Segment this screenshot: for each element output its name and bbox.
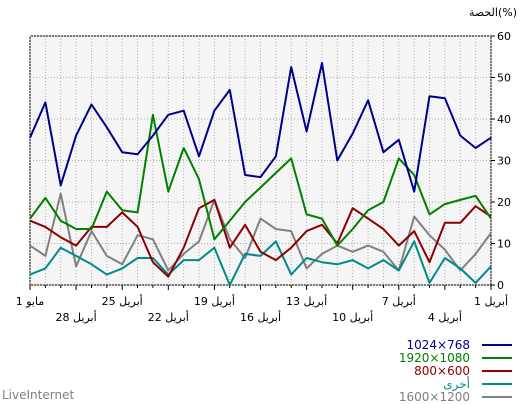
x-tick-label: 10 أبريل [332,310,373,324]
y-axis-ticks: 0 10 20 30 40 50 60 [491,30,511,292]
x-tick-label: 19 أبريل [194,294,235,308]
x-tick-label: 1 مايو [16,295,45,308]
y-tick-label: 60 [497,30,511,43]
legend-label: أخرى [443,376,470,392]
x-tick-label: 28 أبريل [56,310,97,324]
series-line [29,113,492,247]
series-line [29,198,492,278]
x-axis-ticks: 1 أبريل 7 أبريل 13 أبريل 19 أبريل 25 أبريل 1 … [16,285,508,324]
x-tick-label: 1 أبريل [474,294,508,308]
series-line [29,192,492,272]
x-tick-label: 4 أبريل [428,310,462,324]
legend-label: 1920×1080 [399,351,470,365]
legend-label: 1600×1200 [399,390,470,404]
y-tick-label: 40 [497,113,511,126]
watermark: LiveInternet [2,388,75,402]
legend-label: 800×600 [414,364,470,378]
x-tick-label: 7 أبريل [382,294,416,308]
y-tick-label: 10 [497,238,511,251]
x-tick-label: 25 أبريل [102,294,143,308]
x-tick-label: 13 أبريل [286,294,327,308]
series-lines [29,62,492,286]
y-tick-label: 20 [497,196,511,209]
series-line [29,62,492,193]
x-tick-label: 16 أبريل [240,310,281,324]
legend-label: 1024×768 [407,338,471,352]
y-tick-label: 50 [497,72,511,85]
series-line [29,240,492,286]
x-tick-label: 22 أبريل [148,310,189,324]
y-tick-label: 0 [497,279,504,292]
y-tick-label: 30 [497,155,511,168]
y-axis-label: الحصة(%) [469,6,517,19]
